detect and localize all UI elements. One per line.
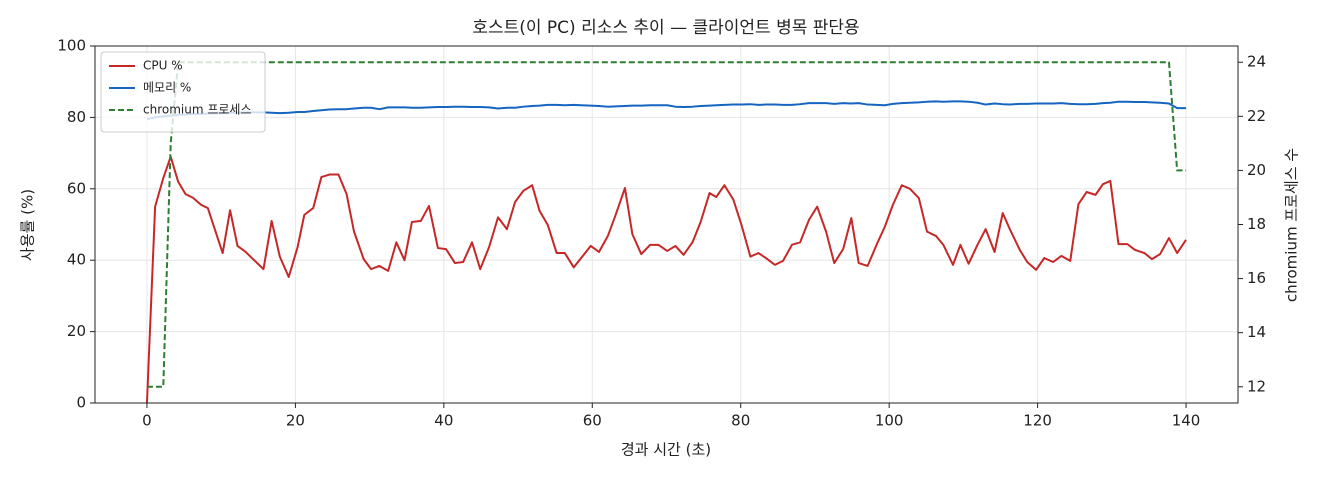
y2-tick-label: 12 — [1247, 377, 1266, 395]
y2-tick-label: 14 — [1247, 323, 1266, 341]
y-tick-label: 60 — [67, 179, 86, 197]
y-tick-label: 100 — [57, 37, 86, 55]
x-tick-label: 0 — [142, 412, 152, 430]
legend-box — [100, 51, 266, 133]
x-tick-label: 20 — [286, 412, 305, 430]
data-line — [146, 61, 1187, 388]
y2-tick-label: 20 — [1247, 161, 1266, 179]
y2-tick-label: 16 — [1247, 269, 1266, 287]
x-tick-label: 120 — [1023, 412, 1052, 430]
data-line — [146, 100, 1187, 121]
chart-title: 호스트(이 PC) 리소스 추이 — 클라이언트 병목 판단용 — [472, 18, 859, 38]
plot-frame — [94, 45, 1239, 404]
legend-label: CPU % — [143, 59, 183, 73]
legend-label: 메모리 % — [143, 81, 191, 95]
x-tick-label: 60 — [583, 412, 602, 430]
y2-tick-label: 18 — [1247, 215, 1266, 233]
y-tick-label: 40 — [67, 251, 86, 269]
y-tick-label: 20 — [67, 322, 86, 340]
legend: CPU % 메모리 % chromium 프로세스 — [100, 51, 266, 133]
y-tick-label: 80 — [67, 108, 86, 126]
x-tick-label: 140 — [1172, 412, 1201, 430]
y-tick-label: 0 — [76, 394, 86, 412]
y2-tick-label: 24 — [1247, 53, 1266, 71]
y2-tick-label: 22 — [1247, 107, 1266, 125]
x-tick-label: 100 — [875, 412, 904, 430]
x-tick-label: 40 — [434, 412, 453, 430]
data-line — [145, 155, 1187, 404]
y2-axis-label: chromium 프로세스 수 — [1283, 148, 1301, 302]
x-tick-label: 80 — [731, 412, 750, 430]
legend-label: chromium 프로세스 — [143, 103, 252, 117]
y-axis-label: 사용률 (%) — [19, 189, 37, 261]
x-axis-label: 경과 시간 (초) — [621, 441, 711, 459]
